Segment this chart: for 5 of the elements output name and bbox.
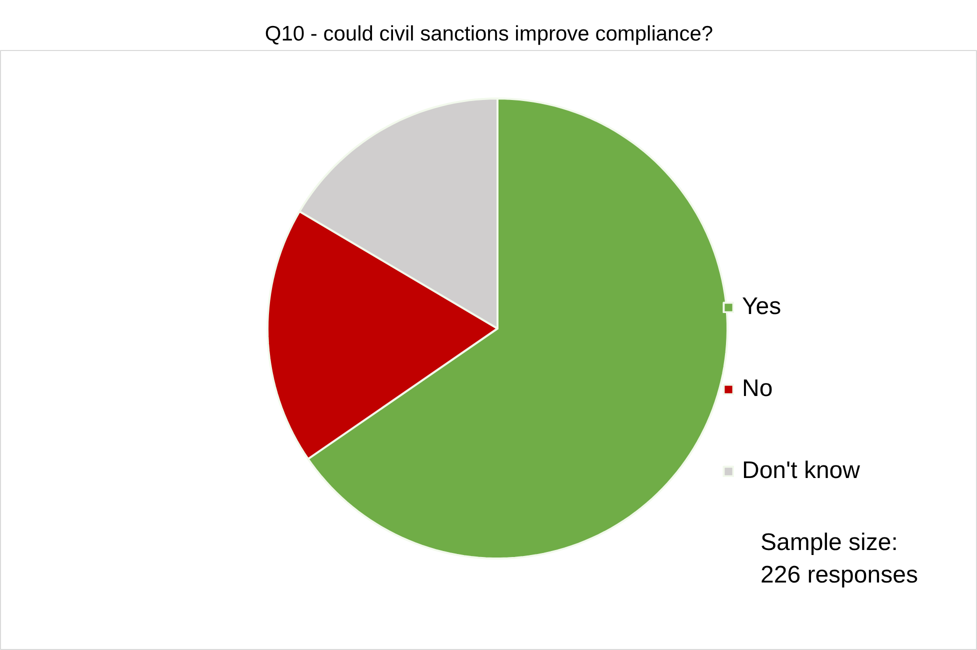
text: Sample size: 226 responses [760, 529, 918, 588]
legend-label: No [742, 375, 773, 403]
legend-label: Don't know [742, 457, 860, 485]
legend-label: Yes [742, 293, 782, 321]
chart-title: Q10 - could civil sanctions improve compliance? [264, 22, 714, 46]
